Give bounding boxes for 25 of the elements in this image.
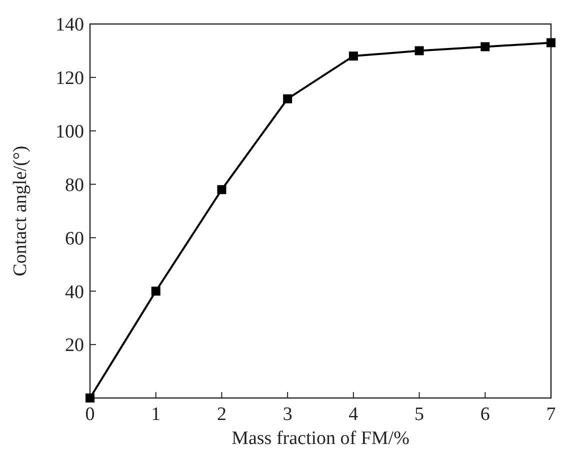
x-tick-label: 0 [85,404,95,425]
point [86,394,94,402]
y-tick-label: 120 [56,68,84,90]
x-tick-label: 2 [216,404,226,425]
point [283,94,292,104]
x-axis-title: Mass fraction of FM/% [232,428,410,449]
x-tick-label: 6 [480,404,490,425]
y-tick-label: 80 [65,174,84,196]
y-tick-label: 140 [56,14,84,36]
y-tick-label: 20 [65,335,84,356]
x-tick-label: 3 [282,404,292,425]
y-tick-label: 100 [56,122,84,143]
x-tick-label: 7 [546,404,556,425]
point [151,286,160,296]
x-tick-label: 5 [414,404,424,425]
y-tick-label: 40 [65,282,84,303]
x-tick-label: 1 [151,404,161,425]
point [217,185,226,194]
point [348,52,358,61]
y-axis-title: Contact angle/(°) [10,146,31,276]
point [414,46,424,56]
y-tick-label: 60 [65,228,84,250]
point [546,38,556,48]
x-tick-label: 4 [348,404,359,425]
point [480,42,490,52]
